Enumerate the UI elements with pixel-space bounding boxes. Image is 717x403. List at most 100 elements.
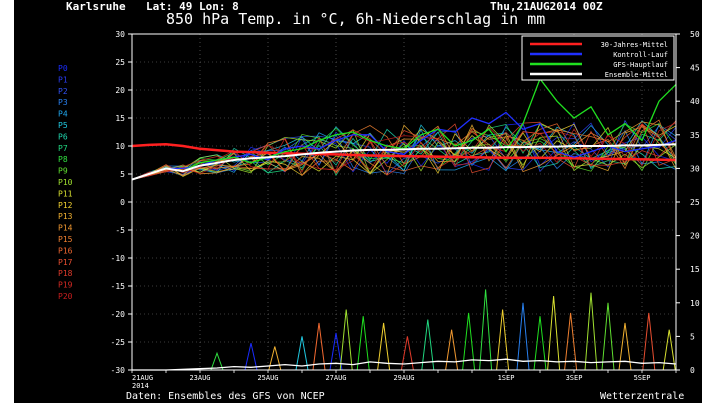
y-left-tick-label: -20 [111, 310, 126, 319]
member-legend-P6: P6 [58, 132, 68, 141]
member-line-P6 [131, 126, 677, 180]
axes: 302520151050-5-10-15-20-25-3050454035302… [111, 30, 700, 390]
legend-label: 30-Jahres-Mittel [601, 41, 668, 49]
member-line-P19 [131, 120, 677, 180]
member-legend-P12: P12 [58, 201, 73, 210]
y-left-tick-label: -30 [111, 366, 126, 375]
legend-label: Ensemble-Mittel [605, 71, 668, 79]
y-right-tick-label: 40 [690, 97, 700, 106]
member-legend-P0: P0 [58, 64, 68, 73]
precip-spike [662, 329, 676, 371]
member-legend-P14: P14 [58, 224, 73, 233]
precip-spike [547, 296, 561, 371]
x-tick-label: 25AUG [257, 374, 278, 382]
x-tick-label: 5SEP [634, 374, 651, 382]
precip-spike [356, 316, 370, 371]
precip-spike [462, 312, 476, 371]
member-legend-P11: P11 [58, 189, 73, 198]
member-legend-P9: P9 [58, 167, 68, 176]
member-legend: P0 P1 P2 P3 P4 P5 P6 P7 P8 P9 P10 P11 P12 P13 P14 P15 P1… [58, 64, 73, 301]
y-right-tick-label: 30 [690, 164, 700, 173]
member-legend-P5: P5 [58, 121, 68, 130]
y-right-tick-label: 50 [690, 30, 700, 39]
precip-spike [400, 336, 414, 371]
precip-spike [421, 319, 435, 371]
chart-title: 850 hPa Temp. in °C, 6h-Niederschlag in … [166, 10, 545, 28]
x-tick-label: 29AUG [393, 374, 414, 382]
meteogram-chart: 302520151050-5-10-15-20-25-3050454035302… [58, 0, 700, 402]
precip-spike [618, 322, 632, 371]
precip-spike [479, 289, 493, 371]
precip-spike [564, 312, 578, 371]
y-left-tick-label: -5 [115, 226, 125, 235]
y-left-tick-label: 15 [115, 114, 125, 123]
y-left-tick-label: 5 [120, 170, 125, 179]
member-line-P14 [131, 121, 677, 180]
series-30-jahres-mittel [131, 143, 677, 162]
member-line-P18 [131, 126, 677, 180]
y-left-tick-label: 10 [115, 142, 125, 151]
grid [131, 33, 676, 371]
precip-spike [244, 342, 258, 371]
member-legend-P18: P18 [58, 269, 73, 278]
precip-spike [295, 336, 309, 371]
member-legend-P19: P19 [58, 281, 73, 290]
run-label: Thu,21AUG2014 00Z [490, 0, 603, 13]
precip-spike [601, 302, 615, 371]
x-tick-label: 1SEP [498, 374, 515, 382]
chart-frame: 30 25 20 15 10 5 0 -5 -10 -15 -20 -25 -30 50 45 40 35 30 2… [14, 0, 702, 403]
legend-label: Kontroll-Lauf [613, 51, 668, 59]
y-left-tick-label: -15 [111, 282, 126, 291]
y-left-tick-label: 25 [115, 58, 125, 67]
precip-spike [329, 332, 343, 371]
member-line-P13 [131, 124, 677, 180]
precip-spike [339, 309, 353, 371]
series-ensemble-mittel [131, 143, 677, 181]
member-legend-P15: P15 [58, 235, 73, 244]
legend: 30-Jahres-Mittel Kontroll-Lauf GFS-Hauptla… [521, 35, 675, 81]
member-legend-P1: P1 [58, 75, 68, 84]
coords-label: Lat: 49 Lon: 8 [146, 0, 239, 13]
source-label: Daten: Ensembles des GFS von NCEP [126, 391, 325, 402]
y-left-tick-label: -10 [111, 254, 126, 263]
member-legend-P7: P7 [58, 144, 68, 153]
brand-label: Wetterzentrale [600, 391, 684, 402]
precipitation-series [210, 289, 676, 371]
member-legend-P16: P16 [58, 246, 73, 255]
y-right-tick-label: 45 [690, 64, 700, 73]
y-left-tick-label: 20 [115, 86, 125, 95]
member-legend-P8: P8 [58, 155, 68, 164]
x-tick-label: 3SEP [566, 374, 583, 382]
x-tick-label: 21AUG [132, 374, 153, 382]
y-left-tick-label: -25 [111, 338, 126, 347]
precip-spike [516, 302, 530, 371]
location-label: Karlsruhe [66, 0, 126, 13]
y-right-tick-label: 25 [690, 198, 700, 207]
precip-spike [268, 346, 282, 371]
y-right-tick-label: 10 [690, 299, 700, 308]
series-ensemble-mittel-niederschlag [132, 358, 677, 371]
member-legend-P2: P2 [58, 87, 68, 96]
y-right-tick-label: 5 [690, 332, 695, 341]
member-legend-P3: P3 [58, 98, 68, 107]
member-legend-P20: P20 [58, 292, 73, 301]
member-legend-P4: P4 [58, 110, 68, 119]
x-tick-label: 23AUG [189, 374, 210, 382]
y-right-tick-label: 15 [690, 265, 700, 274]
precip-spike [377, 322, 391, 371]
main-series [131, 77, 677, 371]
y-right-tick-label: 0 [690, 366, 695, 375]
x-tick-label: 2014 [132, 382, 149, 390]
legend-label: GFS-Hauptlauf [613, 61, 668, 69]
precip-spike [533, 316, 547, 371]
member-legend-P10: P10 [58, 178, 73, 187]
y-right-tick-label: 20 [690, 232, 700, 241]
member-legend-P13: P13 [58, 212, 73, 221]
y-right-tick-label: 35 [690, 131, 700, 140]
precip-spike [445, 329, 459, 371]
precip-spike [210, 351, 224, 371]
precip-spike [642, 312, 656, 371]
precip-spike [496, 309, 510, 371]
member-legend-P17: P17 [58, 258, 73, 267]
x-tick-label: 27AUG [325, 374, 346, 382]
